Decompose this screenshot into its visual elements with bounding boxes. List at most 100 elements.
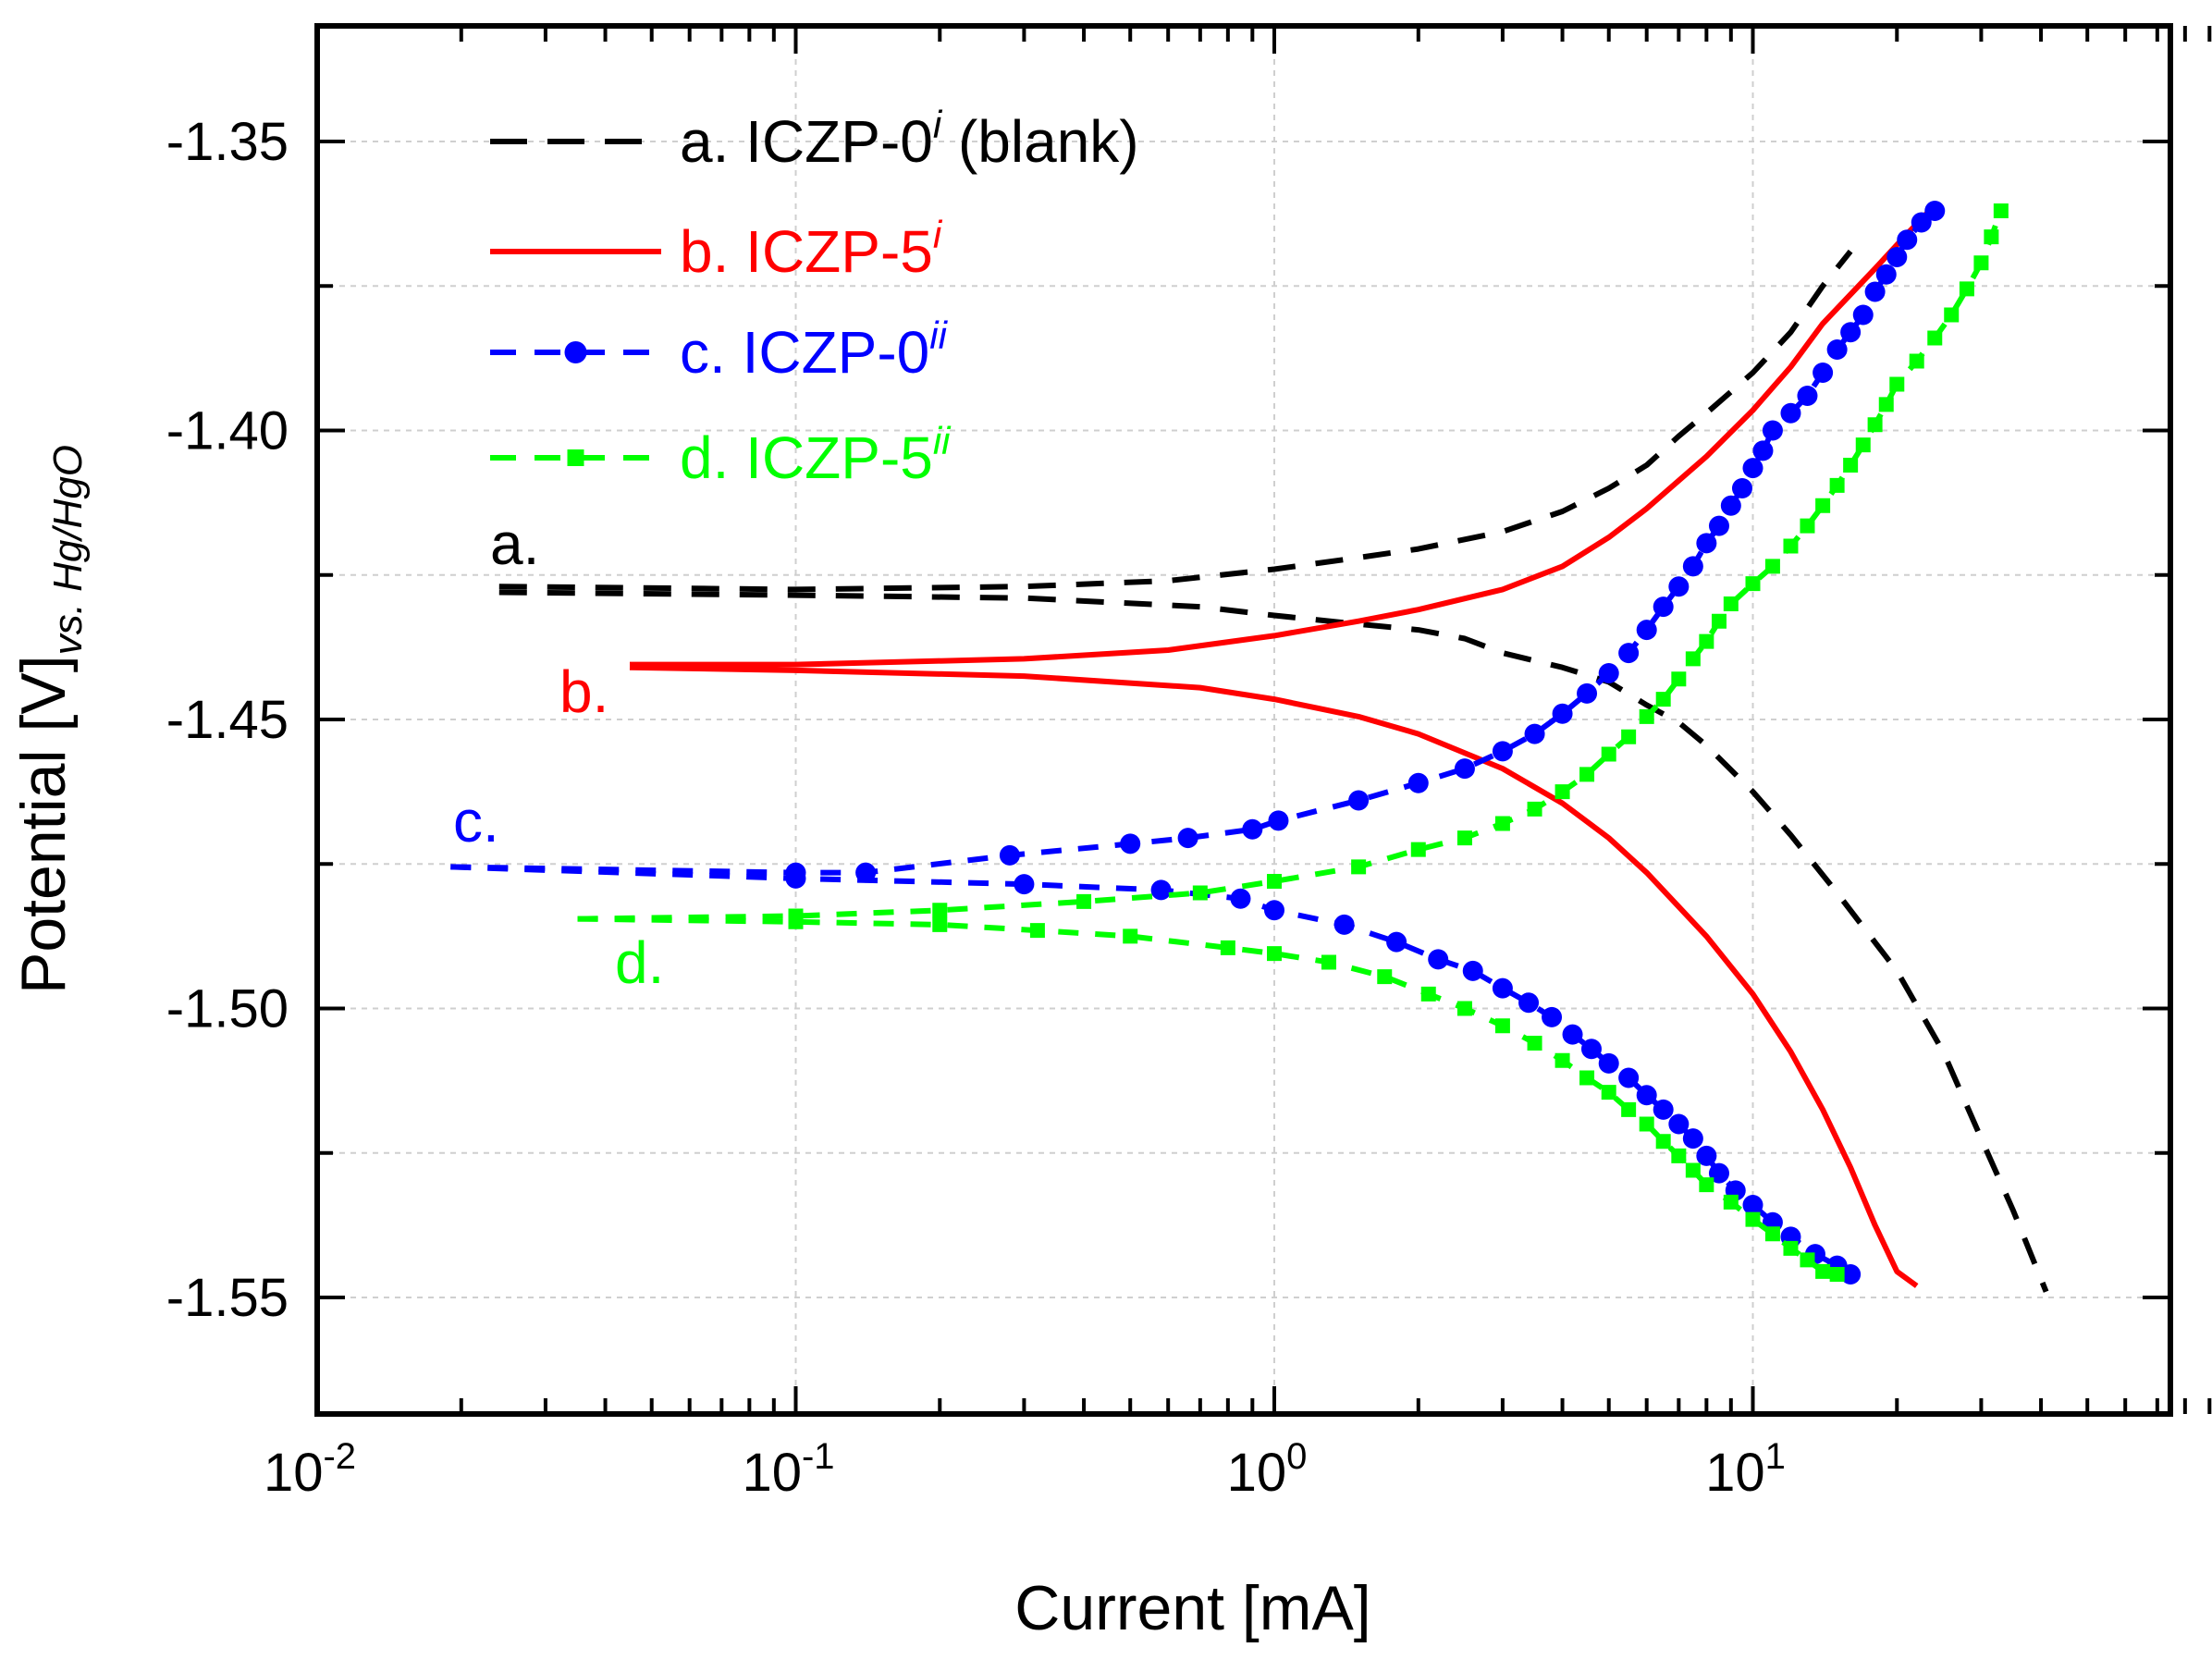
- series-3-point: [1454, 758, 1475, 780]
- x-tick-label-base: 10: [264, 1443, 324, 1503]
- x-axis-title: Current [mA]: [1014, 1573, 1370, 1643]
- legend-label-suffix: (blank): [941, 108, 1138, 175]
- series-4-point: [1843, 458, 1859, 473]
- series-3-point: [1742, 1195, 1763, 1215]
- series-3-point: [1014, 874, 1035, 895]
- series-2-cathodic-line: [629, 664, 1919, 1288]
- x-tick-label-base: 10: [742, 1443, 802, 1503]
- series-4-point: [1783, 538, 1799, 554]
- series-4-point: [1267, 874, 1282, 889]
- series-3-point: [1264, 900, 1284, 921]
- series-3-point: [1636, 1085, 1657, 1106]
- series-4-point: [1267, 946, 1282, 962]
- series-4-point: [1829, 1267, 1845, 1282]
- x-tick-label-exponent: -2: [323, 1436, 356, 1477]
- legend-label-main: b. ICZP-5: [680, 218, 933, 285]
- legend-label: b. ICZP-5i: [680, 213, 943, 285]
- series-3-point: [1696, 533, 1717, 554]
- series-3-point: [1708, 515, 1729, 536]
- series-3: [450, 201, 1946, 1285]
- series-3-point: [1120, 833, 1141, 854]
- legend: a. ICZP-0i (blank)b. ICZP-5ic. ICZP-0iid…: [490, 103, 1139, 491]
- series-4-point: [1220, 940, 1235, 955]
- series-3-point: [1462, 960, 1483, 981]
- series-4-point: [1783, 1240, 1799, 1256]
- x-tick-label: 10-1: [742, 1436, 834, 1503]
- series-4-anodic-line: [577, 209, 2004, 922]
- series-4-point: [1723, 1194, 1739, 1210]
- series-4-point: [1655, 1134, 1671, 1150]
- y-tick-label: -1.35: [166, 112, 289, 172]
- series-3-point: [1618, 643, 1640, 664]
- series-3-point: [1682, 556, 1703, 577]
- legend-label-superscript: i: [933, 103, 943, 146]
- legend-swatch-marker: [567, 449, 584, 466]
- series-4-point: [788, 914, 804, 929]
- y-axis-title: Potential [V]vs. Hg/HgO: [8, 445, 91, 994]
- legend-label-superscript: i: [933, 213, 943, 256]
- series-4-point: [1984, 229, 1999, 245]
- x-tick-label: 101: [1705, 1436, 1786, 1503]
- y-axis-title-main: Potential [V]: [8, 655, 79, 994]
- series-4-point: [1351, 859, 1367, 875]
- series-3-point: [1840, 1264, 1862, 1285]
- series-4-point: [1745, 1211, 1761, 1227]
- series-4-point: [1973, 255, 1989, 271]
- series-3-point: [1668, 1113, 1690, 1135]
- curve-label-d: d.: [615, 929, 664, 996]
- series-4-point: [1855, 437, 1871, 453]
- series-3-point: [1720, 495, 1741, 516]
- y-tick-label: -1.45: [166, 690, 289, 750]
- series-4-point: [932, 903, 948, 918]
- series-3-point: [1696, 1145, 1717, 1166]
- series-3-point: [1682, 1128, 1703, 1150]
- series-1: [498, 249, 2049, 1293]
- legend-swatch-marker: [564, 341, 587, 363]
- legend-label-main: a. ICZP-0: [680, 108, 933, 175]
- series-3-cathodic-line: [450, 864, 1852, 1277]
- series-3-point: [1598, 663, 1619, 683]
- series-3-anodic-line: [450, 208, 1937, 876]
- series-3-point: [1797, 386, 1818, 406]
- series-4-point: [1993, 203, 2009, 218]
- series-3-point: [1428, 949, 1449, 970]
- series-4-point: [1699, 633, 1714, 649]
- series-3-point: [1636, 620, 1657, 641]
- series-3-point: [1924, 201, 1946, 221]
- legend-label: c. ICZP-0ii: [680, 314, 949, 386]
- series-4-point: [1555, 1052, 1570, 1068]
- series-3-point: [1752, 440, 1774, 461]
- x-tick-label-base: 10: [1227, 1443, 1287, 1503]
- series-1-cathodic-line: [498, 589, 2049, 1293]
- series-3-point: [1864, 281, 1886, 302]
- series-4-point: [1699, 1177, 1714, 1193]
- series-4-point: [1927, 330, 1943, 346]
- series-4-point: [1621, 1101, 1637, 1117]
- series-3-point: [1886, 247, 1908, 267]
- series-3-point: [1524, 723, 1545, 744]
- series-4-point: [1410, 842, 1426, 857]
- curve-label-b: b.: [559, 658, 608, 725]
- series-2: [629, 203, 1937, 1288]
- series-4-point: [1944, 307, 1960, 323]
- curve-label-c: c.: [453, 788, 499, 854]
- series-3-point: [1242, 818, 1263, 840]
- series-3-point: [1742, 458, 1763, 479]
- series-3-point: [1762, 420, 1783, 441]
- y-tick-label: -1.50: [166, 979, 289, 1039]
- series-4-point: [1685, 651, 1701, 667]
- series-4-point: [1909, 353, 1924, 369]
- series-4-point: [1621, 729, 1637, 744]
- ticks: [315, 26, 2212, 1414]
- series-4-point: [1723, 596, 1739, 611]
- series-3-point: [785, 867, 806, 889]
- series-3-point: [1618, 1067, 1640, 1088]
- series-3-point: [1268, 810, 1289, 831]
- series-3-point: [1542, 1006, 1563, 1027]
- series-3-point: [1230, 888, 1251, 909]
- series-4-point: [1555, 784, 1570, 800]
- x-tick-label: 100: [1227, 1436, 1308, 1503]
- series-4-point: [1420, 986, 1436, 1002]
- series-4-point: [1639, 1116, 1654, 1132]
- series-4-point: [1800, 518, 1815, 534]
